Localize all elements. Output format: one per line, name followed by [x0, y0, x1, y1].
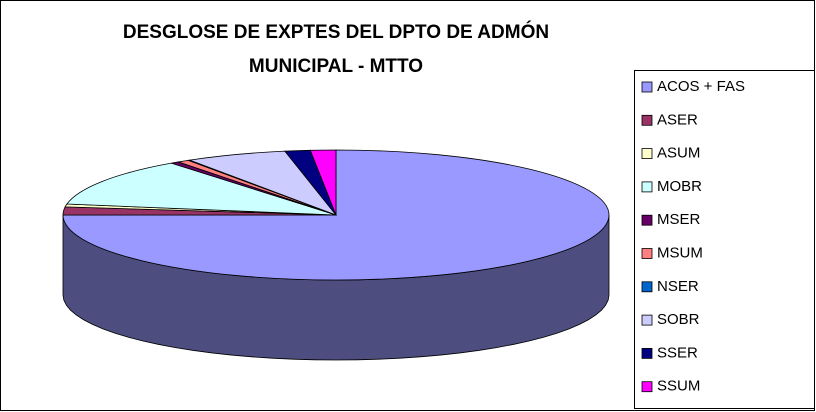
legend-label: ASUM	[657, 145, 700, 162]
legend-label: NSER	[657, 278, 699, 295]
legend-swatch	[641, 181, 653, 193]
legend-box	[634, 70, 815, 409]
legend-label: SSUM	[657, 378, 700, 395]
legend-label: ACOS + FAS	[657, 78, 745, 95]
legend-swatch	[641, 114, 653, 126]
legend-label: MOBR	[657, 178, 702, 195]
pie-slice	[66, 162, 337, 216]
legend-swatch	[641, 214, 653, 226]
legend-swatch	[641, 314, 653, 326]
chart-title: MUNICIPAL - MTTO	[249, 56, 423, 77]
legend-label: ASER	[657, 111, 698, 128]
legend-swatch	[641, 281, 653, 293]
legend-swatch	[641, 381, 653, 393]
chart-title: DESGLOSE DE EXPTES DEL DPTO DE ADMÓN	[123, 21, 549, 43]
legend-label: SSER	[657, 344, 698, 361]
legend-swatch	[641, 81, 653, 93]
legend-swatch	[641, 148, 653, 160]
legend-label: MSER	[657, 211, 701, 228]
pie-slice	[62, 149, 610, 281]
pie-slice	[309, 149, 337, 216]
legend-label: MSUM	[657, 244, 703, 261]
legend-swatch	[641, 347, 653, 359]
legend-swatch	[641, 248, 653, 259]
legend-label: SOBR	[657, 311, 700, 328]
